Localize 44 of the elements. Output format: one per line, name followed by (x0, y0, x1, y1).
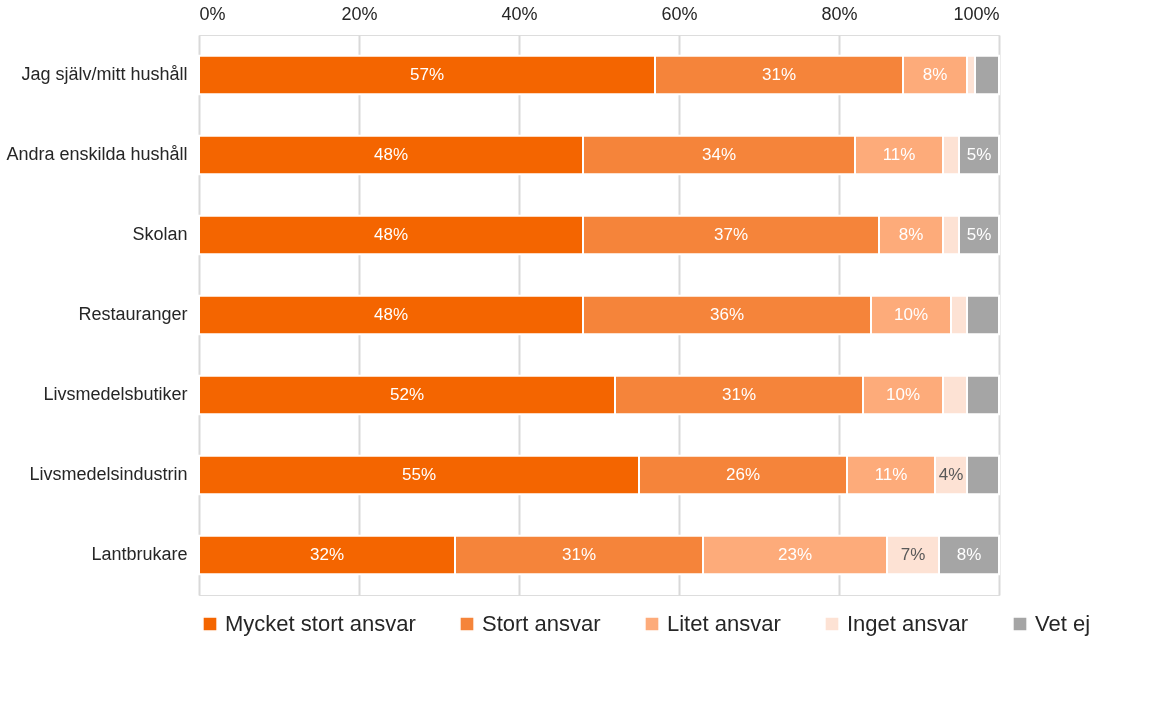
x-tick-label: 80% (821, 3, 858, 24)
y-tick-label: Jag själv/mitt hushåll (21, 64, 188, 84)
y-tick-label: Andra enskilda hushåll (6, 144, 188, 164)
x-tick-label: 0% (199, 3, 226, 24)
data-label: 37% (713, 225, 749, 244)
data-label: 26% (725, 465, 761, 484)
x-tick-label: 60% (661, 3, 698, 24)
legend-label: Litet ansvar (667, 611, 781, 636)
data-label: 31% (761, 65, 797, 84)
x-tick-label: 100% (953, 3, 1000, 24)
data-label: 8% (956, 545, 982, 564)
data-label: 4% (938, 465, 964, 484)
data-label: 31% (721, 385, 757, 404)
data-label: 55% (401, 465, 437, 484)
data-label: 10% (893, 305, 929, 324)
y-tick-label: Skolan (132, 224, 188, 244)
data-label: 36% (709, 305, 745, 324)
data-label: 8% (922, 65, 948, 84)
data-label: 48% (373, 225, 409, 244)
data-label: 11% (874, 465, 908, 484)
data-label: 11% (882, 145, 916, 164)
data-label: 57% (409, 65, 445, 84)
legend-label: Inget ansvar (847, 611, 969, 636)
data-label: 31% (561, 545, 597, 564)
y-tick-label: Livsmedelsbutiker (43, 384, 188, 404)
x-tick-label: 40% (501, 3, 538, 24)
data-label: 10% (885, 385, 921, 404)
data-label: 52% (389, 385, 425, 404)
y-tick-label: Restauranger (78, 304, 188, 324)
data-label: 34% (701, 145, 737, 164)
y-tick-label: Livsmedelsindustrin (29, 464, 188, 484)
data-label: 8% (898, 225, 924, 244)
data-label: 23% (777, 545, 813, 564)
data-label: 5% (966, 225, 992, 244)
x-tick-label: 20% (341, 3, 378, 24)
data-label: 5% (966, 145, 992, 164)
data-label: 48% (373, 305, 409, 324)
data-label: 7% (900, 545, 926, 564)
legend-label: Vet ej (1035, 611, 1091, 636)
y-tick-label: Lantbrukare (91, 544, 188, 564)
data-label: 32% (309, 545, 345, 564)
legend-label: Stort ansvar (482, 611, 601, 636)
legend-label: Mycket stort ansvar (225, 611, 416, 636)
data-label: 48% (373, 145, 409, 164)
